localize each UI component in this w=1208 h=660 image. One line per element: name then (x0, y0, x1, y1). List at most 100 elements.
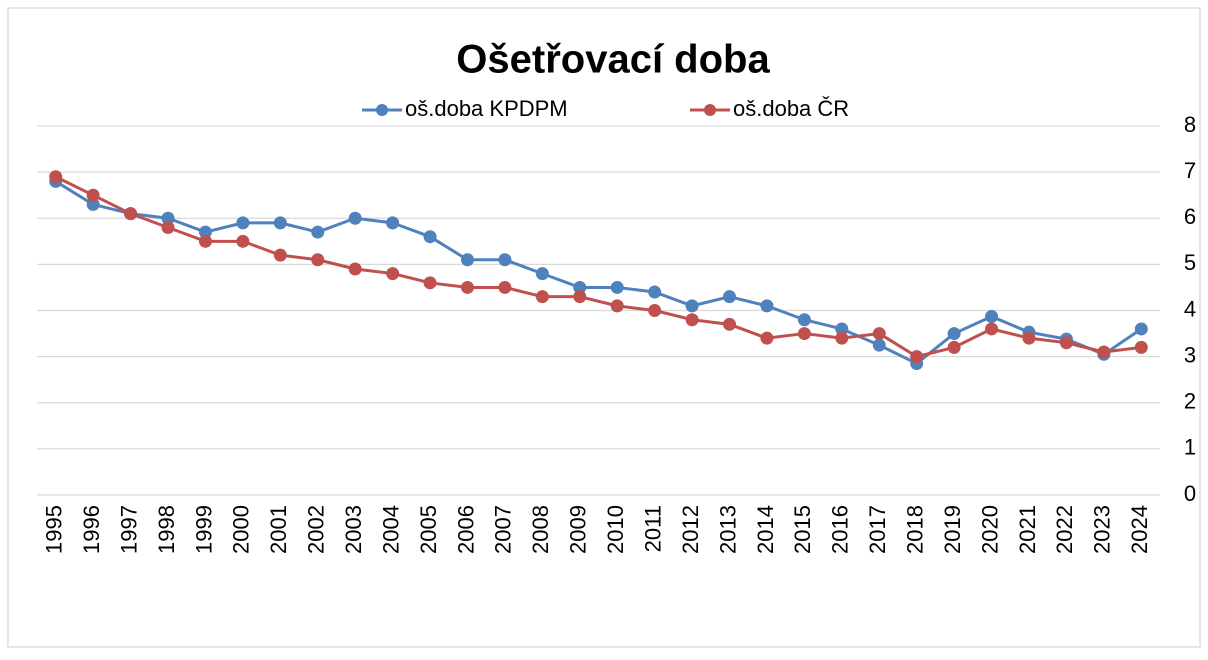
x-tick-label: 2006 (453, 505, 478, 554)
y-tick-label: 1 (1184, 435, 1196, 460)
data-point (423, 276, 437, 290)
data-point (198, 225, 212, 239)
y-tick-label: 2 (1184, 389, 1196, 414)
data-point (573, 290, 587, 304)
data-point (797, 327, 811, 341)
legend-marker (704, 104, 716, 116)
data-point (947, 340, 961, 354)
data-point (386, 267, 400, 281)
data-point (1134, 340, 1148, 354)
data-point (1059, 336, 1073, 350)
x-tick-label: 2011 (640, 505, 665, 552)
data-point (498, 253, 512, 267)
x-tick-label: 2002 (304, 505, 329, 554)
legend-marker (376, 104, 388, 116)
data-point (648, 285, 662, 299)
x-tick-label: 2023 (1090, 505, 1115, 554)
chart-frame (7, 7, 1201, 648)
data-point (161, 211, 175, 225)
x-tick-label: 2008 (528, 505, 553, 554)
data-point (985, 309, 999, 323)
x-tick-label: 2001 (266, 505, 291, 554)
data-point (535, 290, 549, 304)
x-tick-label: 1999 (191, 505, 216, 554)
y-tick-label: 5 (1184, 250, 1196, 275)
x-tick-label: 2013 (715, 505, 740, 554)
y-tick-label: 7 (1184, 158, 1196, 183)
legend-label: oš.doba ČR (733, 96, 849, 121)
data-point (273, 216, 287, 230)
x-tick-label: 1997 (116, 505, 141, 554)
x-tick-label: 2014 (753, 505, 778, 554)
x-tick-label: 2012 (678, 505, 703, 554)
data-point (86, 197, 100, 211)
data-point (273, 248, 287, 262)
data-point (685, 299, 699, 313)
data-point (124, 207, 138, 221)
x-tick-label: 2016 (828, 505, 853, 554)
data-point (835, 331, 849, 345)
y-tick-label: 4 (1184, 296, 1196, 321)
x-tick-label: 2020 (977, 505, 1002, 554)
data-point (760, 331, 774, 345)
data-point (1097, 345, 1111, 359)
data-point (348, 262, 362, 276)
legend-label: oš.doba KPDPM (405, 96, 568, 121)
data-point (610, 280, 624, 294)
y-tick-label: 8 (1184, 112, 1196, 137)
data-point (498, 280, 512, 294)
x-tick-label: 2024 (1127, 505, 1152, 554)
data-point (535, 267, 549, 281)
data-point (1022, 331, 1036, 345)
data-point (573, 280, 587, 294)
data-point (460, 253, 474, 267)
data-point (386, 216, 400, 230)
data-point (685, 313, 699, 327)
data-point (236, 234, 250, 248)
chart-title: Ošetřovací doba (456, 38, 770, 82)
data-point (723, 317, 737, 331)
x-tick-label: 2007 (491, 505, 516, 554)
data-point (872, 327, 886, 341)
x-tick-label: 2021 (1015, 505, 1040, 554)
y-tick-label: 6 (1184, 204, 1196, 229)
data-point (348, 211, 362, 225)
x-tick-label: 2019 (940, 505, 965, 554)
x-tick-label: 1996 (79, 505, 104, 554)
x-tick-label: 2010 (603, 505, 628, 554)
data-point (423, 230, 437, 244)
y-tick-label: 3 (1184, 342, 1196, 367)
data-point (49, 170, 63, 184)
x-tick-label: 2003 (341, 505, 366, 554)
x-tick-label: 2005 (416, 505, 441, 554)
data-point (610, 299, 624, 313)
x-tick-label: 2022 (1052, 505, 1077, 554)
data-point (835, 322, 849, 336)
data-point (311, 253, 325, 267)
data-point (161, 220, 175, 234)
x-tick-label: 2000 (229, 505, 254, 554)
data-point (723, 290, 737, 304)
x-tick-label: 1995 (42, 505, 67, 554)
y-tick-label: 0 (1184, 481, 1196, 506)
x-tick-label: 2018 (902, 505, 927, 554)
data-point (198, 234, 212, 248)
data-point (797, 313, 811, 327)
data-point (1134, 322, 1148, 336)
x-tick-label: 1998 (154, 505, 179, 554)
data-point (311, 225, 325, 239)
data-point (648, 304, 662, 317)
data-point (985, 322, 999, 336)
x-tick-label: 2009 (566, 505, 591, 554)
data-point (86, 188, 100, 202)
data-point (910, 350, 924, 364)
x-tick-label: 2015 (790, 505, 815, 554)
data-point (460, 280, 474, 294)
data-point (236, 216, 250, 230)
data-point (872, 338, 886, 352)
data-point (760, 299, 774, 313)
data-point (947, 327, 961, 341)
x-tick-label: 2004 (378, 505, 403, 554)
x-tick-label: 2017 (865, 505, 890, 554)
